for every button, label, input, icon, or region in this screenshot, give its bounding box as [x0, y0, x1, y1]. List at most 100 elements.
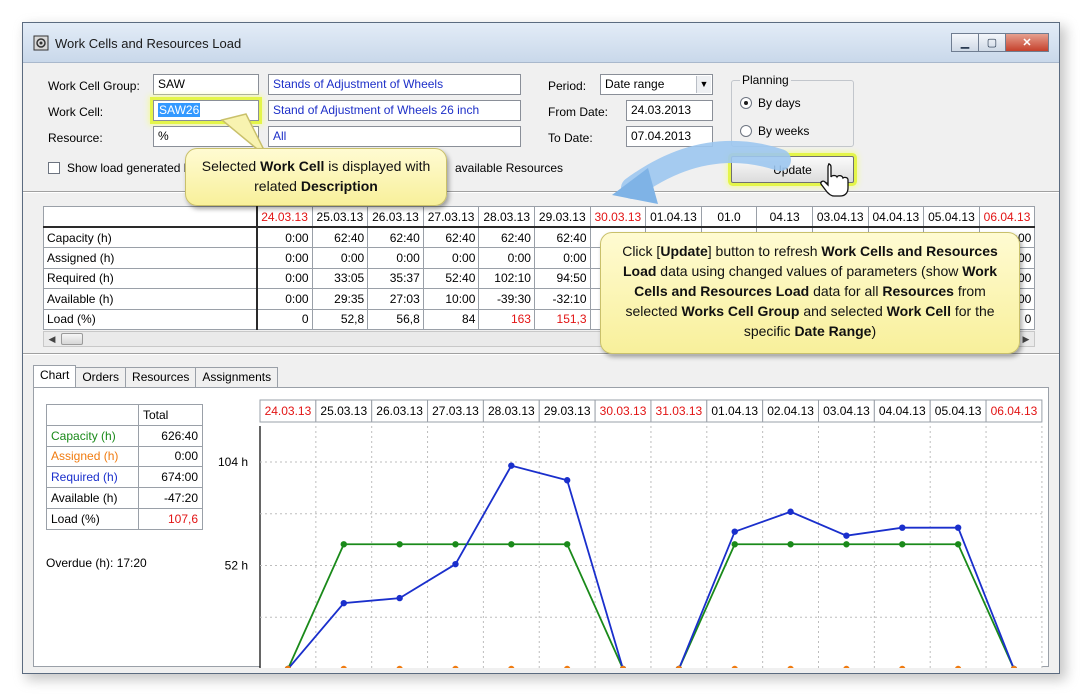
close-button[interactable]: ✕: [1005, 33, 1049, 52]
totals-label: Capacity (h): [46, 424, 139, 447]
chart-date-label: 06.04.13: [991, 404, 1038, 418]
series-point: [731, 665, 738, 668]
arrow-head-icon: [612, 168, 658, 204]
tab-chart[interactable]: Chart: [33, 365, 77, 387]
period-value: Date range: [605, 77, 665, 91]
minimize-icon: ▁: [960, 37, 970, 49]
scroll-left-icon[interactable]: ◀: [48, 334, 56, 344]
date-column-header[interactable]: 29.03.13: [533, 206, 591, 228]
totals-table: Total Capacity (h) 626:40 Assigned (h) 0:00 R…: [46, 404, 203, 530]
chart-date-label: 26.03.13: [376, 404, 423, 418]
totals-label: Assigned (h): [46, 445, 139, 468]
table-cell[interactable]: 62:40: [533, 226, 591, 248]
period-label: Period:: [548, 79, 587, 93]
chart-date-label: 03.04.13: [823, 404, 870, 418]
resource-label: Resource:: [48, 131, 103, 145]
table-cell[interactable]: 27:03: [367, 288, 424, 310]
totals-row: Capacity (h) 626:40: [46, 424, 203, 447]
show-load-checkbox[interactable]: Show load generated b: [48, 161, 190, 175]
table-cell[interactable]: 102:10: [478, 267, 535, 289]
date-column-header[interactable]: 30.03.13: [589, 206, 647, 228]
series-point: [563, 477, 571, 484]
series-point: [787, 508, 794, 515]
date-column-header[interactable]: 01.04.13: [645, 206, 702, 228]
by-weeks-radio[interactable]: By weeks: [740, 124, 809, 138]
scroll-thumb[interactable]: [61, 333, 83, 345]
chart-date-label: 01.04.13: [711, 404, 758, 418]
series-point: [954, 524, 962, 531]
tab-resources[interactable]: Resources: [125, 367, 197, 389]
chart-date-label: 05.04.13: [935, 404, 982, 418]
period-combo[interactable]: Date range ▼: [600, 74, 713, 95]
date-column-header[interactable]: 27.03.13: [422, 206, 480, 228]
by-days-radio[interactable]: By days: [740, 96, 801, 110]
chevron-down-icon[interactable]: ▼: [696, 76, 711, 93]
series-point: [787, 665, 794, 668]
series-point: [899, 524, 906, 531]
table-cell[interactable]: 0:00: [311, 247, 369, 269]
totals-row: Assigned (h) 0:00: [46, 445, 203, 468]
table-cell[interactable]: 52,8: [311, 308, 369, 330]
divider: [23, 191, 1059, 193]
series-point: [452, 541, 459, 548]
table-cell[interactable]: 0:00: [422, 247, 480, 269]
series-point: [675, 665, 682, 668]
date-column-header[interactable]: 24.03.13: [256, 206, 313, 228]
scroll-right-icon[interactable]: ▶: [1022, 334, 1030, 344]
date-column-header[interactable]: 01.0: [700, 206, 758, 228]
series-point: [452, 560, 459, 568]
date-column-header[interactable]: 25.03.13: [311, 206, 369, 228]
work-cell-callout-text: Selected Work Cell is displayed with rel…: [201, 158, 431, 194]
series-point: [899, 665, 906, 668]
table-cell[interactable]: 0: [256, 308, 313, 330]
y-tick-label: 104 h: [218, 455, 248, 469]
table-cell[interactable]: 62:40: [367, 226, 424, 248]
tab-assignments[interactable]: Assignments: [195, 367, 279, 389]
chart-date-label: 28.03.13: [488, 404, 535, 418]
series-point: [340, 665, 347, 668]
maximize-button[interactable]: ▢: [978, 33, 1006, 52]
table-cell[interactable]: 62:40: [478, 226, 535, 248]
radio-dot: [740, 97, 752, 109]
chart-date-label: 30.03.13: [600, 404, 647, 418]
show-load-label: Show load generated b: [67, 161, 191, 175]
date-column-header[interactable]: 06.04.13: [978, 206, 1036, 228]
series-point: [787, 541, 794, 548]
work-cell-group-label: Work Cell Group:: [48, 79, 140, 93]
work-cell-group-input[interactable]: SAW: [153, 74, 259, 95]
from-date-label: From Date:: [548, 105, 609, 119]
series-point: [340, 541, 347, 548]
date-column-header[interactable]: 04.04.13: [867, 206, 925, 228]
window-title: Work Cells and Resources Load: [55, 36, 242, 51]
series-point: [508, 462, 515, 469]
series-point: [843, 665, 850, 668]
from-date-input[interactable]: 24.03.2013: [626, 100, 713, 121]
series-point: [731, 528, 738, 535]
close-icon: ✕: [1022, 37, 1032, 49]
table-cell[interactable]: 62:40: [311, 226, 369, 248]
available-resources-label: available Resources: [455, 161, 564, 175]
series-point: [954, 541, 962, 548]
series-point: [899, 541, 906, 548]
series-point: [452, 665, 459, 668]
work-cell-input[interactable]: SAW26: [153, 100, 259, 121]
date-column-header[interactable]: 04.13: [756, 206, 813, 228]
tab-orders[interactable]: Orders: [75, 367, 127, 389]
load-chart: 24.03.13 25.03.13 26.03.13 27.03.13 28.03.13…: [218, 399, 1043, 668]
row-header: Capacity (h): [43, 226, 258, 248]
to-date-input[interactable]: 07.04.2013: [626, 126, 713, 147]
series-point: [284, 665, 291, 668]
series-point: [508, 665, 515, 668]
date-column-header[interactable]: 05.04.13: [923, 206, 980, 228]
table-cell[interactable]: 163: [478, 308, 535, 330]
table-cell[interactable]: 56,8: [367, 308, 424, 330]
work-cell-label: Work Cell:: [48, 105, 104, 119]
series-point: [619, 665, 627, 668]
chart-date-label: 31.03.13: [656, 404, 703, 418]
table-cell[interactable]: 151,3: [533, 308, 591, 330]
resource-input[interactable]: %: [153, 126, 259, 147]
planning-groupbox: Planning: [731, 73, 854, 147]
date-column-header[interactable]: 03.04.13: [811, 206, 869, 228]
table-cell[interactable]: 0:00: [478, 247, 535, 269]
